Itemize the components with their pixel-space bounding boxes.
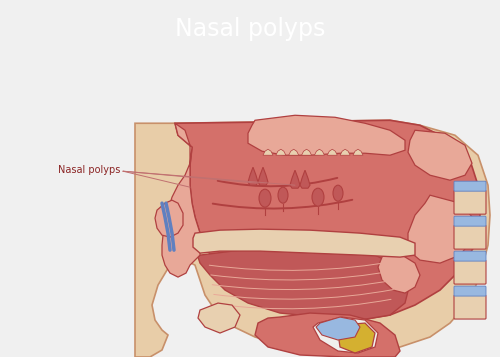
Polygon shape — [155, 200, 183, 237]
Polygon shape — [408, 195, 475, 263]
Polygon shape — [408, 130, 472, 180]
FancyBboxPatch shape — [454, 286, 486, 296]
Polygon shape — [288, 149, 298, 155]
Polygon shape — [255, 313, 400, 357]
FancyBboxPatch shape — [454, 260, 486, 284]
FancyArrowPatch shape — [211, 270, 398, 280]
Ellipse shape — [312, 188, 324, 206]
FancyArrowPatch shape — [216, 299, 391, 309]
Polygon shape — [378, 253, 420, 293]
Polygon shape — [248, 115, 405, 155]
Polygon shape — [162, 123, 200, 277]
FancyBboxPatch shape — [454, 216, 486, 226]
FancyArrowPatch shape — [212, 280, 396, 290]
Text: Nasal polyps: Nasal polyps — [58, 165, 120, 175]
Polygon shape — [340, 149, 350, 155]
Polygon shape — [302, 149, 312, 155]
FancyArrowPatch shape — [218, 178, 338, 186]
Ellipse shape — [333, 185, 343, 201]
FancyArrowPatch shape — [214, 290, 394, 299]
Polygon shape — [290, 170, 300, 188]
Polygon shape — [258, 167, 268, 185]
FancyArrowPatch shape — [212, 200, 352, 208]
FancyBboxPatch shape — [454, 181, 486, 191]
Ellipse shape — [278, 187, 288, 203]
FancyBboxPatch shape — [454, 251, 486, 261]
Polygon shape — [135, 120, 490, 357]
Ellipse shape — [259, 189, 271, 207]
Polygon shape — [193, 229, 415, 257]
Polygon shape — [313, 317, 378, 353]
Polygon shape — [248, 167, 258, 185]
FancyBboxPatch shape — [454, 295, 486, 319]
Polygon shape — [314, 149, 324, 155]
Polygon shape — [316, 317, 360, 340]
FancyBboxPatch shape — [454, 190, 486, 214]
Polygon shape — [263, 149, 273, 155]
Polygon shape — [300, 170, 310, 188]
Polygon shape — [328, 149, 338, 155]
FancyBboxPatch shape — [454, 225, 486, 249]
Text: Nasal polyps: Nasal polyps — [175, 17, 325, 41]
FancyArrowPatch shape — [210, 260, 400, 270]
Polygon shape — [175, 120, 480, 320]
Polygon shape — [338, 323, 375, 353]
Polygon shape — [198, 248, 410, 320]
Polygon shape — [276, 149, 286, 155]
Polygon shape — [198, 303, 240, 333]
Polygon shape — [353, 149, 363, 155]
